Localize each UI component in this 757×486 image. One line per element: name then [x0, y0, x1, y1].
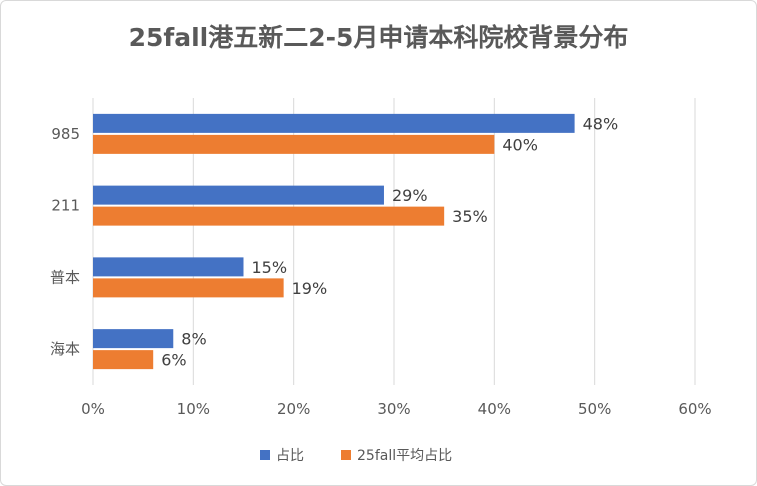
bars	[93, 113, 575, 370]
data-label: 19%	[292, 279, 328, 298]
x-tick-label: 60%	[678, 400, 711, 418]
x-tick-label: 0%	[81, 400, 105, 418]
legend-label-series1: 占比	[276, 448, 304, 464]
bar-series2	[93, 206, 445, 226]
category-label: 985	[51, 125, 80, 143]
x-tick-label: 30%	[377, 400, 410, 418]
data-label: 35%	[452, 207, 488, 226]
data-label: 8%	[181, 330, 206, 349]
x-tick-label: 20%	[277, 400, 310, 418]
bar-series2	[93, 134, 495, 154]
bar-series1	[93, 257, 244, 277]
legend-swatch-series1	[260, 450, 270, 460]
bar-series2	[93, 278, 284, 298]
data-label: 29%	[392, 186, 428, 205]
legend-swatch-series2	[341, 450, 351, 460]
category-label: 海本	[50, 340, 80, 358]
x-tick-label: 40%	[478, 400, 511, 418]
data-labels: 48% 40% 29% 35% 15%19% 8% 6%	[161, 114, 618, 369]
category-label: 普本	[50, 268, 80, 286]
data-label: 6%	[161, 351, 186, 370]
data-label: 40%	[502, 135, 538, 154]
data-label: 48%	[583, 114, 619, 133]
bar-series1	[93, 185, 384, 205]
bar-series1	[93, 113, 575, 133]
legend-label-series2: 25fall平均占比	[357, 448, 452, 464]
data-label: 15%	[252, 258, 288, 277]
bar-series2	[93, 350, 154, 370]
x-tick-label: 50%	[578, 400, 611, 418]
legend: 占比 25fall平均占比	[260, 448, 452, 464]
bar-series1	[93, 329, 174, 349]
x-axis-ticks: 0% 10% 20% 30% 40% 50% 60%	[81, 400, 712, 418]
category-label: 211	[51, 197, 80, 215]
x-tick-label: 10%	[177, 400, 210, 418]
chart-title: 25fall港五新二2-5月申请本科院校背景分布	[128, 23, 629, 52]
